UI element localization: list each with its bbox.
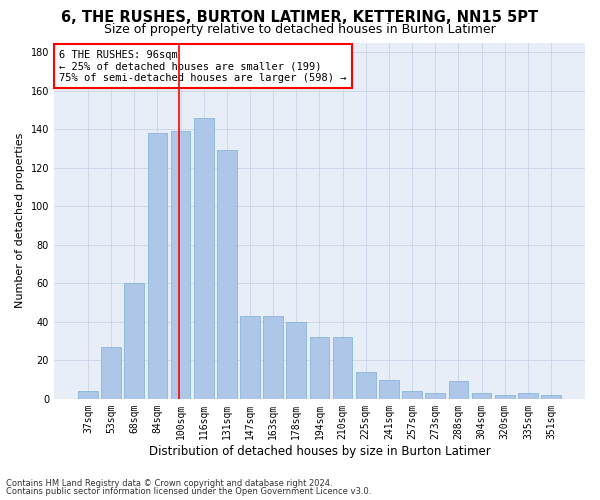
Bar [148,133,167,399]
Bar [124,284,144,399]
Bar [240,316,260,399]
Bar [541,395,561,399]
Bar [425,393,445,399]
Bar [78,391,98,399]
Bar [379,380,399,399]
Bar [495,395,515,399]
Bar [518,393,538,399]
Text: Size of property relative to detached houses in Burton Latimer: Size of property relative to detached ho… [104,22,496,36]
Bar [101,347,121,399]
Bar [310,337,329,399]
Bar [263,316,283,399]
Bar [472,393,491,399]
Bar [449,382,468,399]
Text: Contains public sector information licensed under the Open Government Licence v3: Contains public sector information licen… [6,487,371,496]
Bar [217,150,236,399]
X-axis label: Distribution of detached houses by size in Burton Latimer: Distribution of detached houses by size … [149,444,490,458]
Text: 6 THE RUSHES: 96sqm
← 25% of detached houses are smaller (199)
75% of semi-detac: 6 THE RUSHES: 96sqm ← 25% of detached ho… [59,50,347,83]
Bar [194,118,214,399]
Bar [286,322,306,399]
Bar [356,372,376,399]
Text: Contains HM Land Registry data © Crown copyright and database right 2024.: Contains HM Land Registry data © Crown c… [6,478,332,488]
Bar [170,131,190,399]
Bar [333,337,352,399]
Y-axis label: Number of detached properties: Number of detached properties [15,133,25,308]
Bar [402,391,422,399]
Text: 6, THE RUSHES, BURTON LATIMER, KETTERING, NN15 5PT: 6, THE RUSHES, BURTON LATIMER, KETTERING… [61,10,539,25]
